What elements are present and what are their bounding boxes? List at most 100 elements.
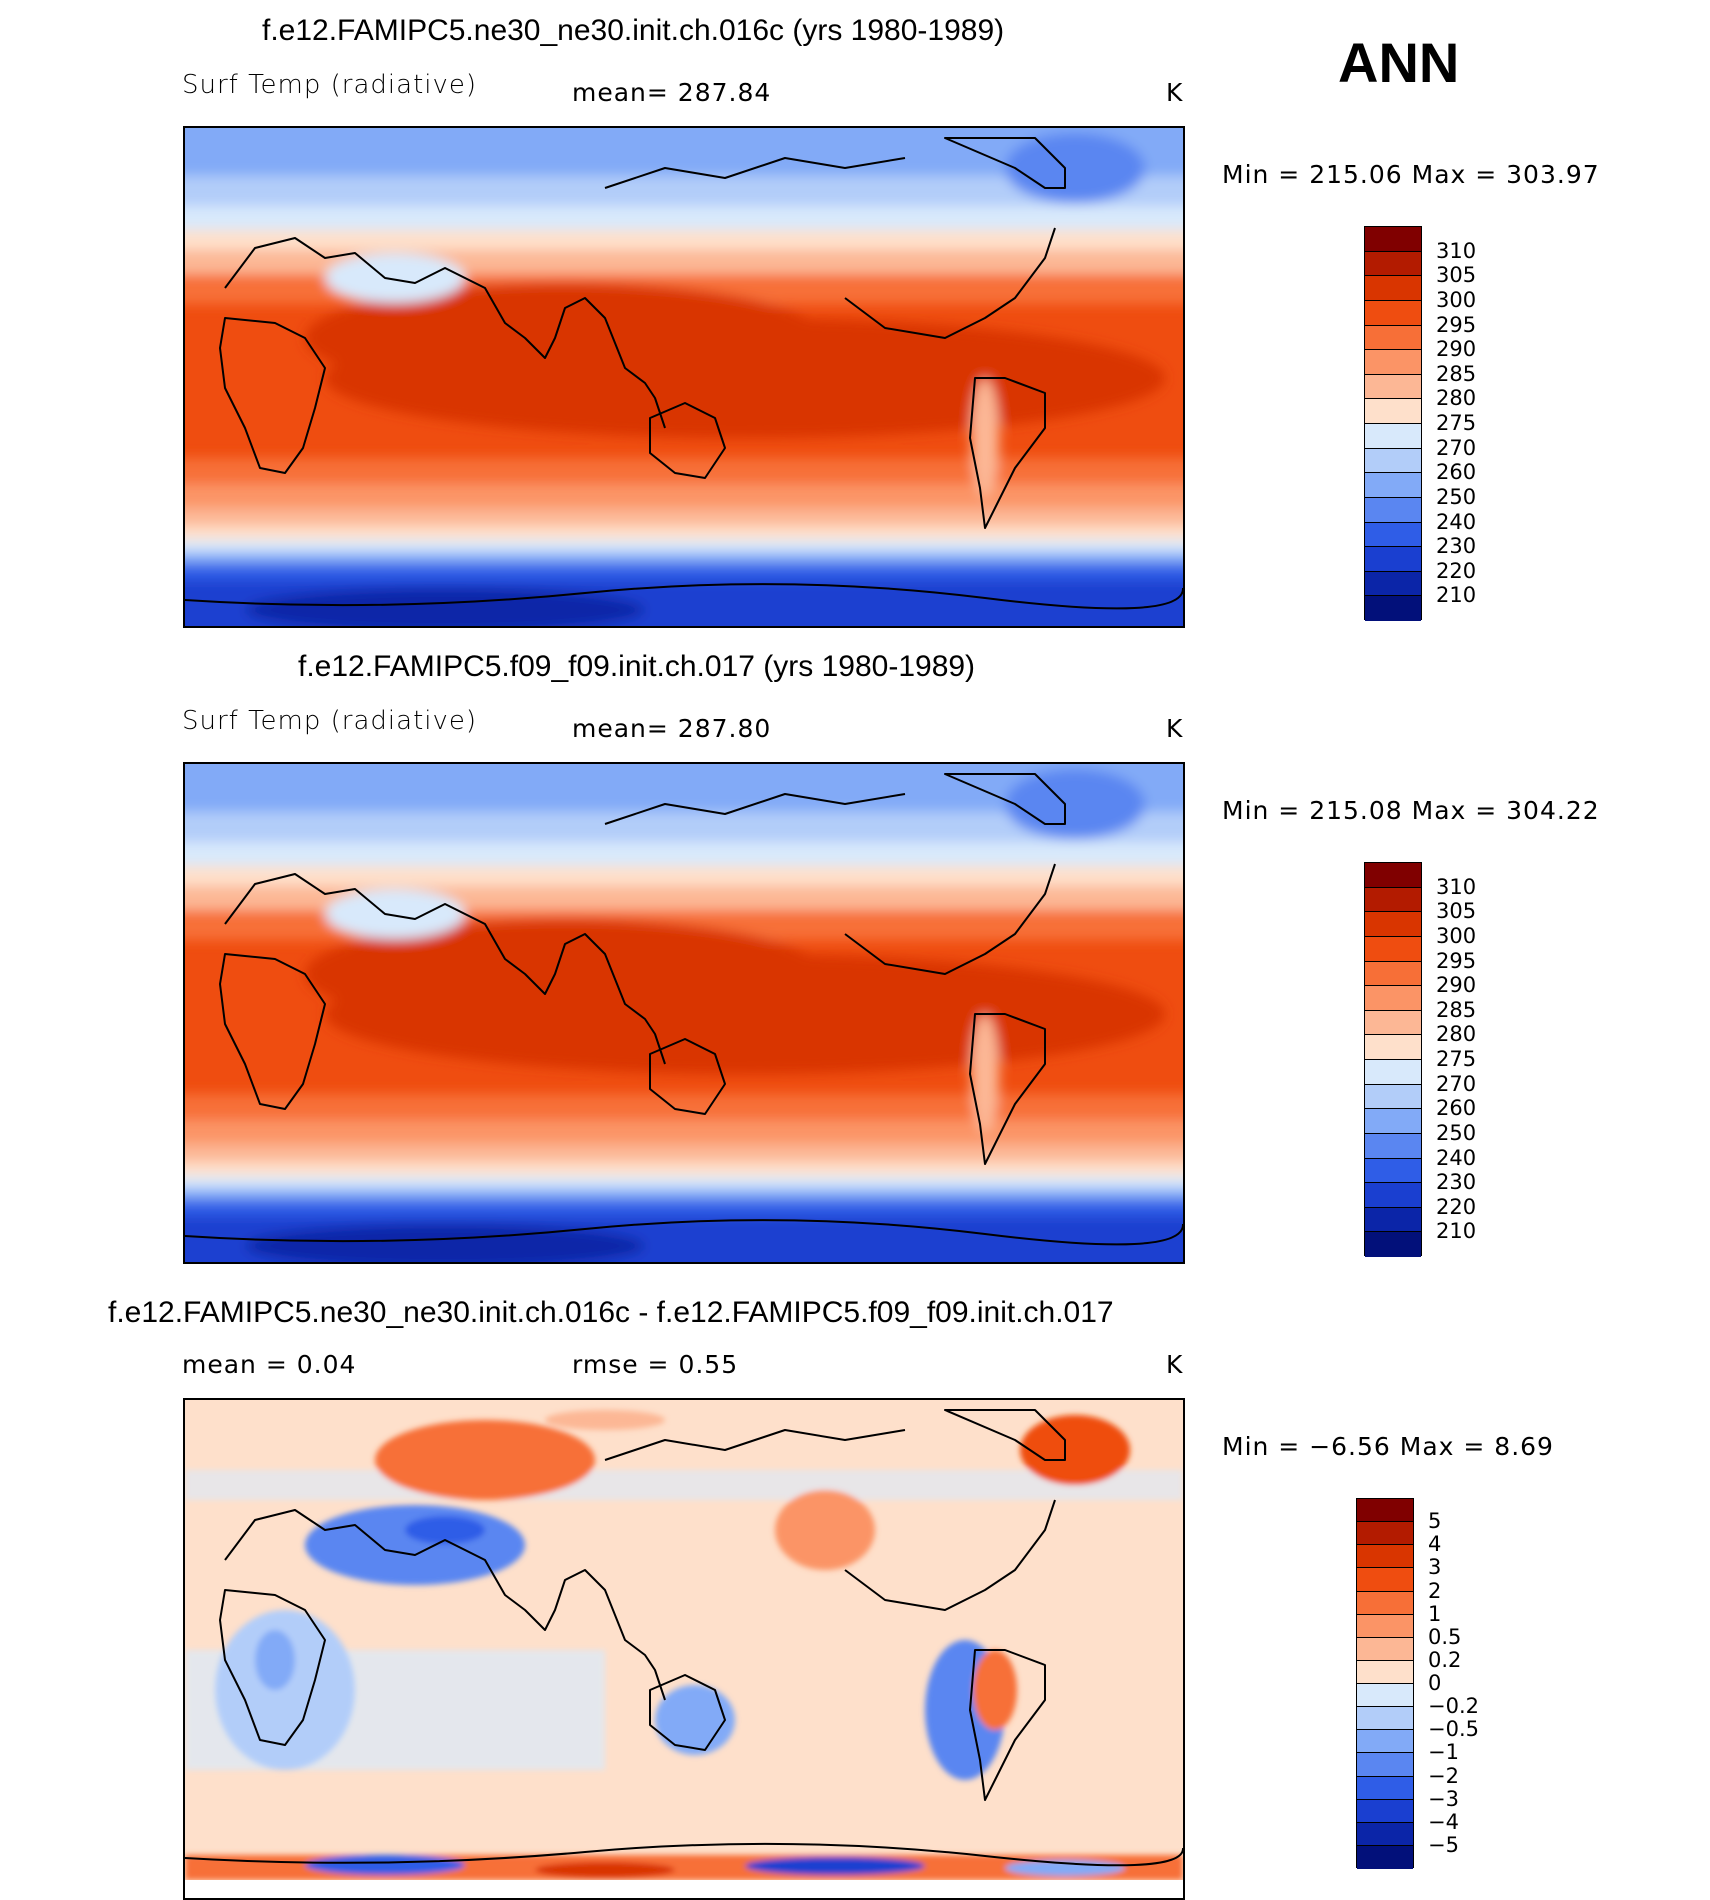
panel-1-variable: Surf Temp (radiative) [182,70,478,100]
colorbar-tick-label: 1 [1428,1601,1442,1626]
colorbar-swatch [1365,961,1421,987]
colorbar-tick-label: 295 [1436,312,1477,337]
colorbar-tick-label: 290 [1436,973,1477,998]
colorbar-tick-label: 270 [1436,435,1477,460]
colorbar-swatch [1365,1109,1421,1134]
colorbar-tick-label: 300 [1436,923,1477,948]
panel-2-map [183,762,1185,1264]
colorbar-swatch [1357,1776,1413,1800]
colorbar-swatch [1365,1084,1421,1110]
panel-1-colorbar [1364,226,1422,621]
colorbar-tick-label: 230 [1436,1170,1477,1195]
colorbar-swatch [1365,1010,1421,1036]
colorbar-tick-label: 210 [1436,583,1477,608]
colorbar-swatch [1357,1545,1413,1569]
colorbar-swatch [1365,497,1421,523]
colorbar-swatch [1365,1158,1421,1184]
colorbar-tick-label: −0.5 [1428,1717,1479,1742]
colorbar-swatch [1365,1060,1421,1085]
colorbar-tick-label: 285 [1436,361,1477,386]
panel-3-minmax: Min = −6.56 Max = 8.69 [1222,1432,1554,1461]
colorbar-swatch [1365,596,1421,621]
colorbar-tick-label: 305 [1436,263,1477,288]
colorbar-swatch [1357,1637,1413,1661]
colorbar-tick-label: 0.2 [1428,1647,1462,1672]
panel-2-colorbar [1364,862,1422,1257]
surface-temp-difference-map [185,1400,1183,1880]
panel-2-variable: Surf Temp (radiative) [182,706,478,736]
colorbar-tick-label: 220 [1436,558,1477,583]
colorbar-tick-label: 270 [1436,1071,1477,1096]
colorbar-swatch [1365,1183,1421,1208]
colorbar-tick-label: 260 [1436,1096,1477,1121]
colorbar-swatch [1357,1707,1413,1731]
colorbar-tick-label: −3 [1428,1786,1459,1811]
colorbar-swatch [1365,1133,1421,1159]
colorbar-tick-label: 4 [1428,1532,1442,1557]
colorbar-tick-label: −2 [1428,1763,1459,1788]
colorbar-swatch [1357,1684,1413,1708]
colorbar-swatch [1365,912,1421,937]
colorbar-swatch [1357,1845,1413,1869]
colorbar-swatch [1365,227,1421,252]
colorbar-tick-label: −0.2 [1428,1694,1479,1719]
colorbar-swatch [1357,1522,1413,1546]
surface-temp-map-1 [185,128,1183,626]
colorbar-swatch [1357,1614,1413,1638]
colorbar-swatch [1365,325,1421,351]
panel-3-rmse: rmse = 0.55 [572,1350,739,1379]
colorbar-swatch [1365,936,1421,962]
panel-3-colorbar [1356,1498,1414,1869]
panel-1-units: K [1166,78,1184,107]
panel-3-mean: mean = 0.04 [182,1350,357,1379]
season-label: ANN [1338,31,1460,94]
surface-temp-map-2 [185,764,1183,1262]
panel-1-map [183,126,1185,628]
colorbar-tick-label: 240 [1436,509,1477,534]
colorbar-tick-label: 300 [1436,287,1477,312]
colorbar-tick-label: −5 [1428,1832,1459,1857]
colorbar-swatch [1365,350,1421,375]
colorbar-tick-label: 210 [1436,1219,1477,1244]
colorbar-swatch [1365,424,1421,449]
colorbar-tick-label: 290 [1436,337,1477,362]
colorbar-swatch [1357,1660,1413,1684]
panel-3-units: K [1166,1350,1184,1379]
colorbar-tick-label: 220 [1436,1194,1477,1219]
colorbar-swatch [1357,1753,1413,1777]
colorbar-tick-label: 275 [1436,1047,1477,1071]
panel-3-title: f.e12.FAMIPC5.ne30_ne30.init.ch.016c - f… [108,1296,1114,1329]
colorbar-tick-label: 310 [1436,874,1477,899]
colorbar-tick-label: 285 [1436,997,1477,1022]
colorbar-tick-label: 295 [1436,948,1477,973]
colorbar-swatch [1365,276,1421,301]
colorbar-swatch [1365,986,1421,1011]
colorbar-swatch [1357,1591,1413,1615]
colorbar-tick-label: 3 [1428,1555,1442,1580]
colorbar-swatch [1365,300,1421,326]
panel-2-mean: mean= 287.80 [572,714,772,743]
panel-2-title: f.e12.FAMIPC5.f09_f09.init.ch.017 (yrs 1… [298,650,976,683]
colorbar-swatch [1357,1799,1413,1823]
colorbar-swatch [1365,547,1421,572]
panel-2-minmax: Min = 215.08 Max = 304.22 [1222,796,1600,825]
colorbar-swatch [1365,571,1421,597]
colorbar-tick-label: 250 [1436,484,1477,509]
panel-3-map [183,1398,1185,1900]
panel-1-minmax: Min = 215.06 Max = 303.97 [1222,160,1600,189]
colorbar-swatch [1365,1207,1421,1233]
colorbar-tick-label: 280 [1436,1022,1477,1047]
colorbar-swatch [1365,522,1421,548]
colorbar-swatch [1365,1232,1421,1257]
colorbar-swatch [1365,887,1421,913]
colorbar-tick-label: 230 [1436,534,1477,559]
colorbar-tick-label: −4 [1428,1809,1459,1834]
colorbar-tick-label: 310 [1436,238,1477,263]
colorbar-tick-label: −1 [1428,1740,1459,1765]
colorbar-swatch [1365,1035,1421,1060]
colorbar-swatch [1365,863,1421,888]
panel-2-units: K [1166,714,1184,743]
colorbar-swatch [1365,374,1421,400]
colorbar-swatch [1357,1499,1413,1523]
colorbar-tick-label: 250 [1436,1120,1477,1145]
